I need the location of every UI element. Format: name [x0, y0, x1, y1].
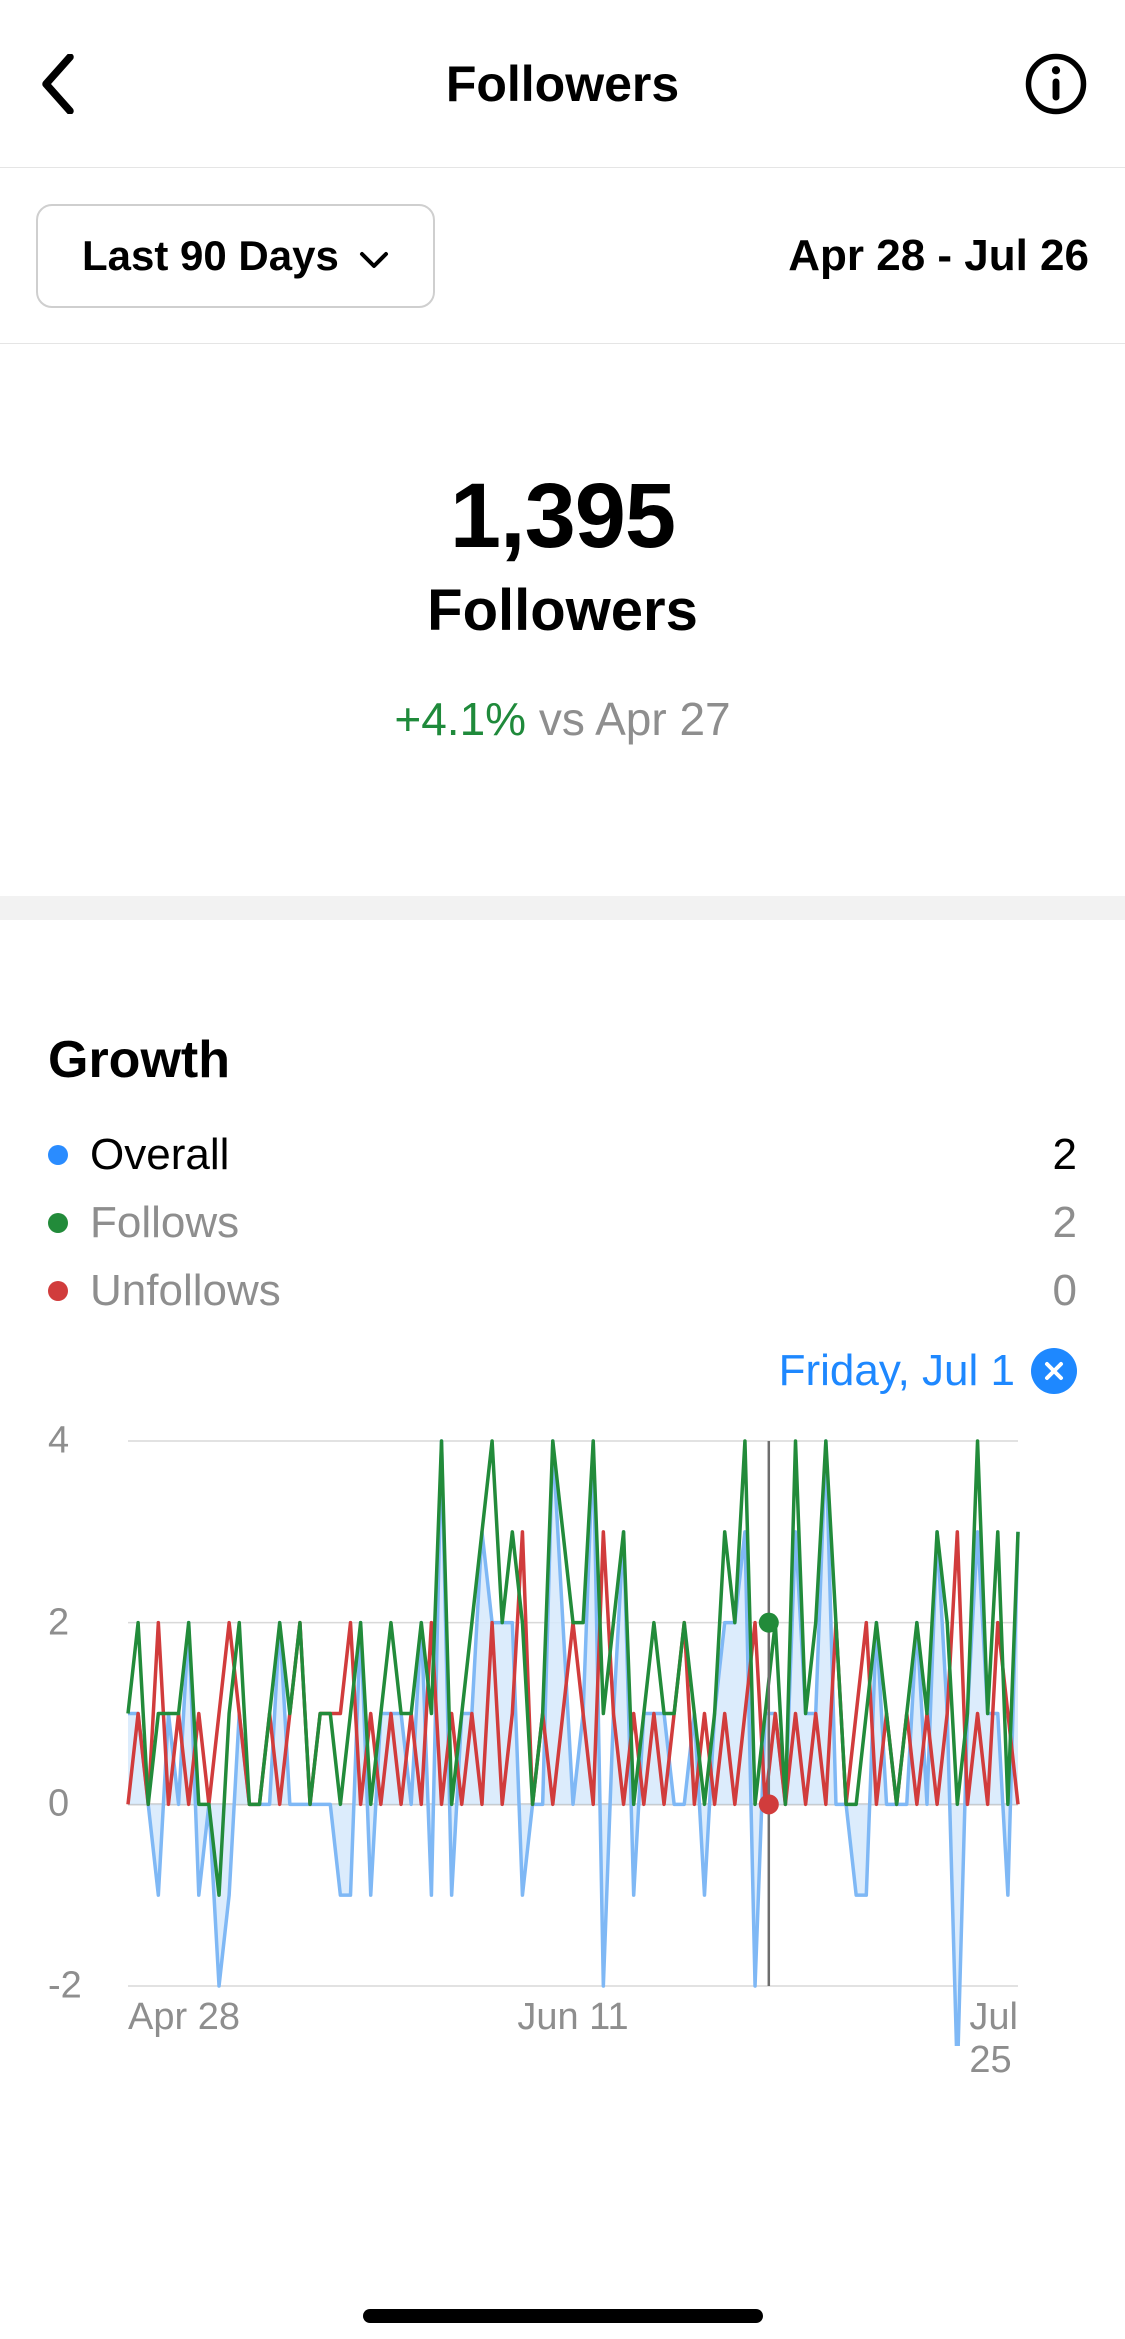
summary-block: 1,395 Followers +4.1% vs Apr 27	[0, 344, 1125, 920]
xtick-label: Jul 25	[969, 1996, 1018, 2082]
growth-chart[interactable]: 420-2Apr 28Jun 11Jul 25	[48, 1426, 1038, 2046]
growth-section: Growth Overall 2 Follows 2 Unfollows 0 Friday…	[0, 920, 1125, 2046]
legend: Overall 2 Follows 2 Unfollows 0	[48, 1130, 1077, 1316]
chevron-down-icon	[359, 232, 389, 280]
legend-label: Overall	[90, 1130, 229, 1180]
selected-date-label: Friday, Jul 1	[779, 1346, 1015, 1396]
xtick-label: Apr 28	[128, 1996, 240, 2039]
growth-title: Growth	[48, 1030, 1077, 1090]
legend-label: Follows	[90, 1198, 239, 1248]
legend-dot-icon	[48, 1281, 68, 1301]
legend-value: 0	[1053, 1266, 1077, 1316]
clear-selection-icon[interactable]	[1031, 1348, 1077, 1394]
xtick-label: Jun 11	[517, 1996, 628, 2039]
date-range-dropdown[interactable]: Last 90 Days	[36, 204, 435, 308]
legend-value: 2	[1053, 1130, 1077, 1180]
legend-dot-icon	[48, 1213, 68, 1233]
filter-row: Last 90 Days Apr 28 - Jul 26	[0, 168, 1125, 344]
delta-row: +4.1% vs Apr 27	[0, 692, 1125, 746]
delta-pct: +4.1%	[394, 693, 526, 745]
home-indicator[interactable]	[363, 2309, 763, 2323]
info-icon[interactable]	[1023, 51, 1089, 117]
page-title: Followers	[0, 55, 1125, 113]
header-bar: Followers	[0, 0, 1125, 168]
legend-row-overall[interactable]: Overall 2	[48, 1130, 1077, 1180]
back-icon[interactable]	[36, 54, 80, 114]
legend-label: Unfollows	[90, 1266, 281, 1316]
legend-row-follows[interactable]: Follows 2	[48, 1198, 1077, 1248]
date-range-label: Last 90 Days	[82, 232, 339, 280]
follower-count-label: Followers	[0, 577, 1125, 644]
legend-value: 2	[1053, 1198, 1077, 1248]
date-span-label: Apr 28 - Jul 26	[788, 231, 1089, 281]
legend-dot-icon	[48, 1145, 68, 1165]
follower-count: 1,395	[0, 464, 1125, 569]
legend-row-unfollows[interactable]: Unfollows 0	[48, 1266, 1077, 1316]
delta-compare: vs Apr 27	[539, 693, 731, 745]
selected-date-row: Friday, Jul 1	[48, 1346, 1077, 1396]
